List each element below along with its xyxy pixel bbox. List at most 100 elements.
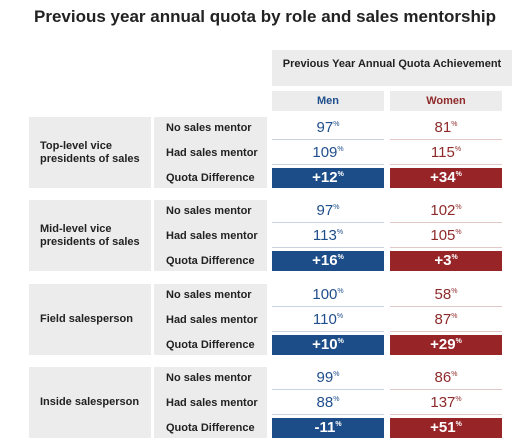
men-value: 88% (272, 393, 384, 413)
percent-sign: % (454, 146, 462, 153)
men-value: 100% (272, 285, 384, 305)
value-number: 100 (312, 286, 338, 303)
row-label: Had sales mentor (166, 147, 258, 159)
row-label: Had sales mentor (166, 230, 258, 242)
row-label: No sales mentor (166, 372, 252, 384)
men-difference: +16% (272, 251, 384, 271)
row-divider (390, 414, 502, 415)
value-number: 102 (430, 202, 456, 219)
value-number: 113 (312, 227, 337, 244)
percent-sign: % (451, 371, 458, 378)
percent-sign: % (337, 146, 344, 153)
row-divider (272, 306, 384, 307)
percent-sign: % (451, 288, 458, 295)
row-divider (390, 306, 502, 307)
value-number: +3 (434, 252, 452, 269)
percent-sign: % (451, 313, 458, 320)
row-label-panel (154, 367, 267, 438)
row-divider (272, 389, 384, 390)
row-label: Quota Difference (166, 255, 255, 267)
men-value: 97% (272, 118, 384, 138)
value-number: 105 (430, 227, 456, 244)
group-label-text: Inside salesperson (40, 396, 140, 408)
men-value: 109% (272, 143, 384, 163)
percent-sign: % (455, 396, 462, 403)
row-divider (272, 139, 384, 140)
value-number: 115 (430, 144, 455, 161)
row-divider (390, 331, 502, 332)
row-label: Had sales mentor (166, 397, 258, 409)
value-number: +12 (312, 169, 338, 186)
group-label: Inside salesperson (40, 367, 148, 438)
group-label-text: Mid-level vice presidents of sales (40, 222, 140, 248)
percent-sign: % (333, 121, 340, 128)
group-panel (29, 117, 151, 188)
percent-sign: % (333, 204, 340, 211)
group-panel (29, 200, 151, 271)
value-number: 87 (434, 311, 452, 328)
value-number: +34 (430, 169, 456, 186)
percent-sign: % (455, 338, 462, 345)
percent-sign: % (451, 121, 458, 128)
value-number: +16 (312, 252, 338, 269)
percent-sign: % (335, 421, 342, 428)
men-difference: -11% (272, 418, 384, 438)
row-label: Had sales mentor (166, 314, 258, 326)
row-divider (390, 389, 502, 390)
row-label-panel (154, 284, 267, 355)
value-number: 97 (316, 119, 334, 136)
men-header-cell (272, 91, 384, 111)
percent-sign: % (337, 171, 344, 178)
row-label-panel (154, 117, 267, 188)
women-difference: +29% (390, 335, 502, 355)
women-value: 105% (390, 226, 502, 246)
group-label-text: Field salesperson (40, 313, 133, 325)
percent-sign: % (451, 254, 458, 261)
row-label-panel (154, 200, 267, 271)
women-value: 115% (390, 143, 502, 163)
women-value: 102% (390, 201, 502, 221)
value-number: +51 (430, 419, 456, 436)
header-panel (272, 50, 512, 86)
row-divider (390, 222, 502, 223)
row-divider (272, 414, 384, 415)
value-number: 109 (312, 144, 338, 161)
row-divider (390, 164, 502, 165)
men-value: 110% (272, 310, 384, 330)
row-divider (272, 247, 384, 248)
value-number: 97 (316, 202, 334, 219)
percent-sign: % (455, 421, 462, 428)
group-panel (29, 367, 151, 438)
row-divider (390, 139, 502, 140)
men-value: 113% (272, 226, 384, 246)
chart-title: Previous year annual quota by role and s… (34, 7, 496, 26)
value-number: 99 (316, 369, 334, 386)
value-number: 86 (434, 369, 452, 386)
row-label: No sales mentor (166, 289, 252, 301)
row-divider (272, 222, 384, 223)
row-divider (390, 247, 502, 248)
row-label: Quota Difference (166, 339, 255, 351)
value-number: +10 (312, 336, 338, 353)
row-label: Quota Difference (166, 422, 255, 434)
row-divider (272, 331, 384, 332)
percent-sign: % (337, 288, 344, 295)
percent-sign: % (337, 254, 344, 261)
group-panel (29, 284, 151, 355)
percent-sign: % (455, 171, 462, 178)
men-difference: +10% (272, 335, 384, 355)
value-number: 81 (434, 119, 452, 136)
women-value: 86% (390, 368, 502, 388)
women-difference: +34% (390, 168, 502, 188)
value-number: 58 (434, 286, 452, 303)
percent-sign: % (337, 338, 344, 345)
column-header-men: Men (317, 95, 339, 107)
value-number: 137 (430, 394, 456, 411)
women-difference: +3% (390, 251, 502, 271)
men-value: 99% (272, 368, 384, 388)
percent-sign: % (333, 371, 340, 378)
women-value: 87% (390, 310, 502, 330)
group-label: Mid-level vice presidents of sales (40, 200, 148, 271)
row-label: No sales mentor (166, 122, 252, 134)
percent-sign: % (336, 313, 344, 320)
